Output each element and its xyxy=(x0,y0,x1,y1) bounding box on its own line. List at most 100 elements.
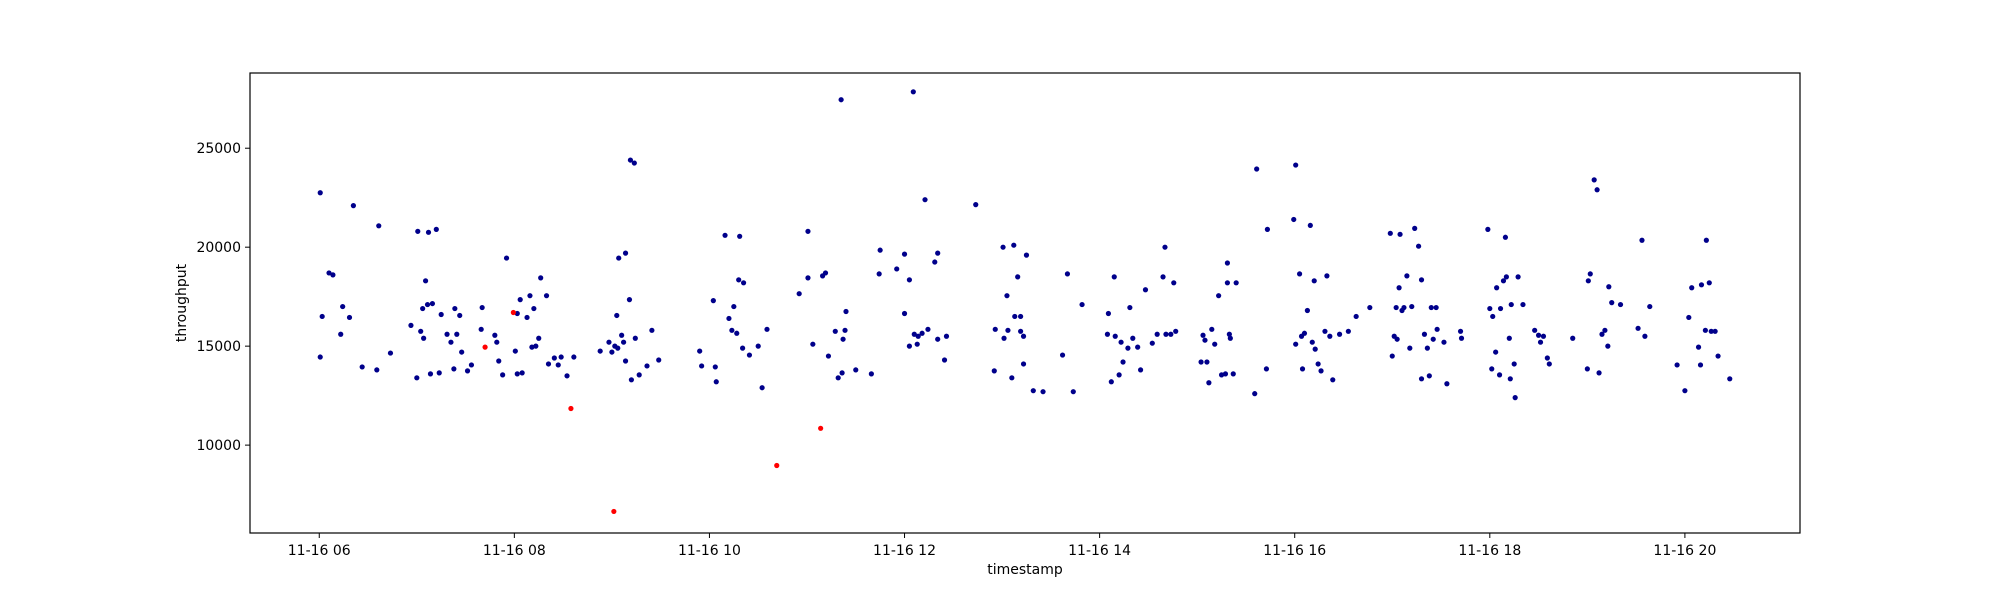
point xyxy=(1532,327,1538,333)
point xyxy=(1204,359,1210,365)
point xyxy=(935,250,941,256)
point xyxy=(740,280,747,286)
y-axis-label: throughput xyxy=(174,263,190,342)
point xyxy=(1712,328,1718,334)
x-tick-label: 11-16 16 xyxy=(1263,543,1326,559)
point xyxy=(609,349,615,355)
point xyxy=(519,370,525,376)
point xyxy=(1367,304,1373,311)
point xyxy=(805,275,811,281)
point xyxy=(1697,362,1704,368)
point xyxy=(1457,328,1464,334)
point xyxy=(1059,352,1066,358)
point xyxy=(1418,277,1425,283)
point xyxy=(1387,230,1393,236)
point xyxy=(448,339,454,345)
point xyxy=(764,326,770,332)
point xyxy=(919,330,925,336)
point xyxy=(1209,326,1215,332)
point xyxy=(1396,285,1402,291)
point xyxy=(421,335,427,341)
point xyxy=(1520,301,1526,308)
point xyxy=(1264,226,1271,232)
point xyxy=(1695,344,1702,350)
point xyxy=(713,379,719,385)
point xyxy=(317,190,323,196)
point xyxy=(571,354,577,360)
point xyxy=(1430,336,1436,342)
point xyxy=(503,255,510,261)
x-tick-label: 11-16 10 xyxy=(678,543,741,559)
point xyxy=(843,308,849,315)
point xyxy=(832,328,838,334)
point xyxy=(510,309,516,316)
point xyxy=(1000,244,1006,250)
point xyxy=(922,197,928,203)
point xyxy=(1393,304,1399,311)
point xyxy=(1494,285,1500,291)
point xyxy=(1441,339,1447,345)
point xyxy=(894,266,900,272)
point xyxy=(840,336,846,342)
point xyxy=(1299,366,1306,372)
point xyxy=(564,373,570,379)
point xyxy=(1020,333,1027,339)
point xyxy=(1703,237,1709,243)
point xyxy=(1702,327,1708,333)
point xyxy=(433,226,439,232)
point xyxy=(906,343,913,349)
point xyxy=(1230,371,1236,377)
point xyxy=(622,250,629,256)
point xyxy=(1227,335,1233,341)
point xyxy=(555,362,561,368)
plot-area xyxy=(317,89,1733,515)
point xyxy=(1018,313,1024,320)
point xyxy=(551,355,557,361)
point xyxy=(451,366,457,372)
point xyxy=(740,345,746,351)
point xyxy=(915,333,921,339)
point xyxy=(1585,278,1591,284)
point xyxy=(810,341,816,347)
point xyxy=(1599,331,1605,337)
point xyxy=(839,370,845,376)
point xyxy=(614,312,620,319)
point xyxy=(1433,304,1439,311)
point xyxy=(1009,375,1015,381)
point xyxy=(622,358,629,364)
point xyxy=(1330,377,1336,383)
point xyxy=(1218,372,1225,378)
point xyxy=(1394,336,1400,342)
point xyxy=(868,371,874,377)
point xyxy=(914,341,920,347)
point xyxy=(1291,216,1297,223)
point xyxy=(424,301,431,308)
point xyxy=(1212,341,1218,347)
point xyxy=(1064,271,1071,277)
point xyxy=(558,354,564,360)
x-tick-label: 11-16 20 xyxy=(1653,543,1716,559)
point xyxy=(1263,366,1270,372)
point xyxy=(911,331,917,337)
point xyxy=(514,310,520,317)
point xyxy=(726,315,732,322)
point xyxy=(514,371,520,377)
point xyxy=(330,272,336,278)
point xyxy=(1512,395,1518,401)
point xyxy=(1698,282,1705,288)
point xyxy=(619,332,625,338)
point xyxy=(1507,376,1513,382)
point xyxy=(876,271,882,277)
point xyxy=(436,370,442,376)
point xyxy=(1689,285,1695,291)
point xyxy=(1130,335,1136,341)
point xyxy=(1647,303,1653,310)
point xyxy=(1105,310,1112,317)
point xyxy=(326,270,332,276)
point xyxy=(906,277,913,283)
point xyxy=(429,300,436,307)
point xyxy=(699,363,705,369)
point xyxy=(943,333,950,339)
